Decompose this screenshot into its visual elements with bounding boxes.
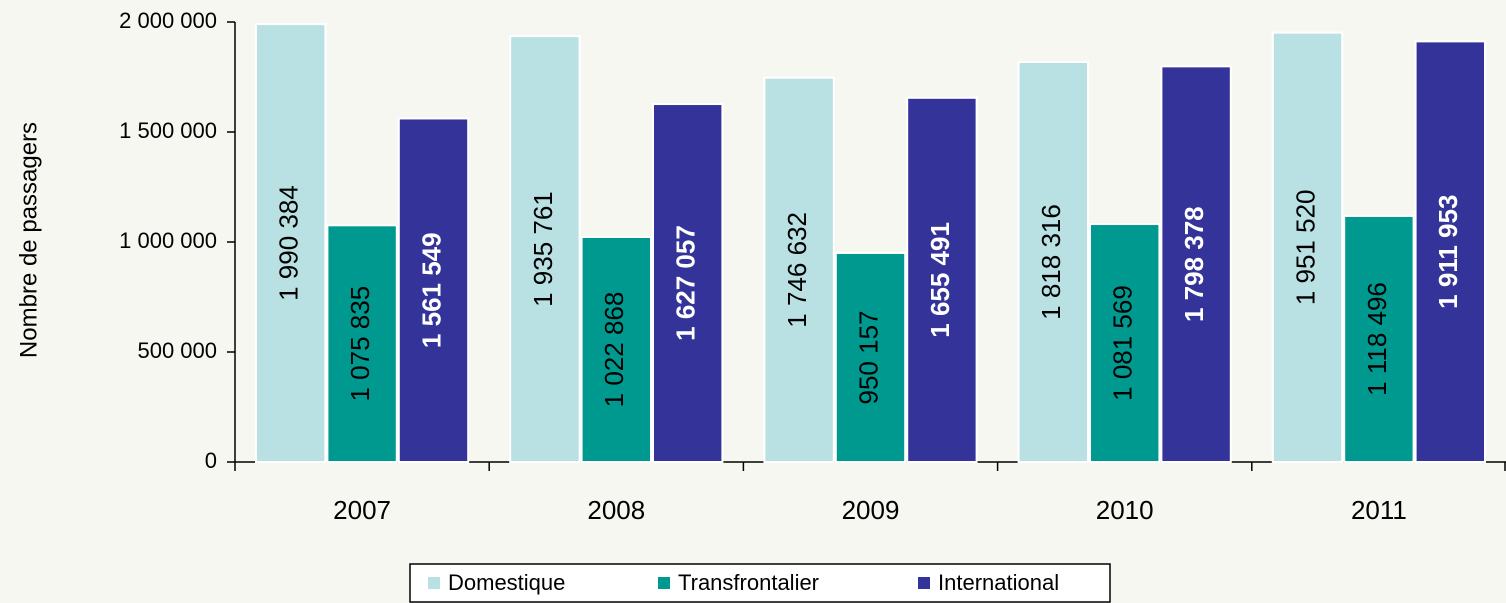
legend-label: Domestique bbox=[448, 570, 565, 595]
x-tick-label: 2010 bbox=[1096, 495, 1154, 525]
y-tick-label: 2 000 000 bbox=[119, 8, 217, 33]
bar bbox=[1160, 65, 1232, 463]
data-label: 1 990 384 bbox=[274, 185, 304, 301]
y-tick-label: 1 500 000 bbox=[119, 118, 217, 143]
data-label: 1 118 496 bbox=[1362, 282, 1392, 396]
y-axis-title: Nombre de passagers bbox=[15, 122, 42, 358]
data-label: 1 935 761 bbox=[528, 191, 558, 307]
data-label: 1 022 868 bbox=[599, 292, 629, 408]
x-tick-label: 2007 bbox=[333, 495, 391, 525]
bar bbox=[1271, 31, 1344, 464]
bar bbox=[509, 35, 581, 464]
data-label: 1 627 057 bbox=[671, 225, 701, 341]
x-tick-label: 2008 bbox=[587, 495, 645, 525]
y-tick-label: 0 bbox=[205, 448, 217, 473]
legend-swatch bbox=[658, 577, 670, 589]
bar bbox=[1017, 60, 1089, 463]
bar bbox=[834, 251, 907, 463]
bar bbox=[580, 235, 652, 463]
bar bbox=[397, 117, 470, 463]
x-tick-label: 2009 bbox=[842, 495, 900, 525]
legend-box bbox=[409, 563, 1111, 603]
data-label: 1 818 316 bbox=[1036, 204, 1066, 320]
data-label: 1 655 491 bbox=[925, 222, 955, 338]
data-label: 1 075 835 bbox=[345, 286, 375, 402]
bar bbox=[255, 23, 327, 464]
legend-label: International bbox=[938, 570, 1059, 595]
data-label: 950 157 bbox=[853, 310, 883, 404]
data-label: 1 561 549 bbox=[416, 232, 446, 348]
data-label: 1 081 569 bbox=[1108, 285, 1138, 401]
bar bbox=[1414, 40, 1486, 464]
bar bbox=[652, 103, 724, 464]
data-label: 1 911 953 bbox=[1433, 195, 1463, 309]
x-tick-label: 2011 bbox=[1351, 495, 1407, 525]
data-label: 1 798 378 bbox=[1179, 206, 1209, 322]
legend-swatch bbox=[918, 577, 930, 589]
bar bbox=[763, 76, 835, 463]
legend-label: Transfrontalier bbox=[678, 570, 819, 595]
data-label: 1 951 520 bbox=[1290, 189, 1320, 305]
y-tick-label: 500 000 bbox=[137, 338, 217, 363]
bar bbox=[1343, 214, 1415, 463]
legend-swatch bbox=[428, 577, 440, 589]
bar bbox=[1089, 223, 1161, 463]
bar bbox=[906, 96, 978, 463]
y-tick-label: 1 000 000 bbox=[119, 228, 217, 253]
bar bbox=[326, 224, 398, 463]
data-label: 1 746 632 bbox=[782, 212, 812, 328]
